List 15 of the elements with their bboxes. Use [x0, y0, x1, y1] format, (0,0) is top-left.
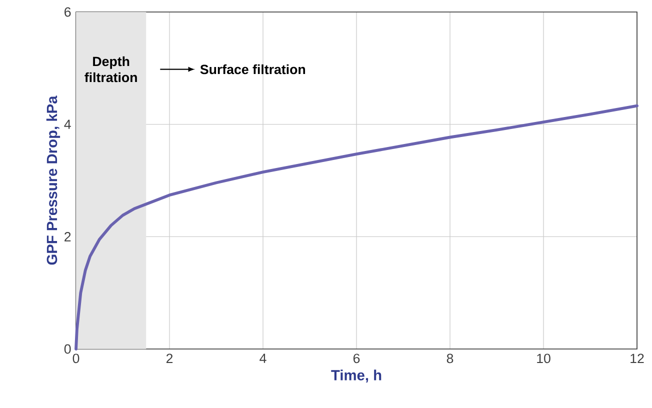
x-axis-title: Time, h: [331, 370, 382, 383]
y-tick-label: 0: [64, 344, 71, 354]
x-tick-label: 0: [72, 354, 80, 364]
annotation: Surface filtration: [200, 64, 306, 74]
band-label: Depth filtration: [84, 56, 137, 82]
x-tick-label: 4: [260, 354, 266, 363]
x-tick-label: 12: [630, 354, 644, 364]
y-axis-title: GPF Pressure Drop, kPa: [46, 96, 60, 265]
y-tick-label: 6: [64, 7, 71, 17]
x-tick-label: 2: [166, 354, 173, 364]
x-tick-label: 8: [446, 354, 454, 364]
x-tick-label: 10: [537, 354, 550, 364]
y-tick-label: 2: [64, 232, 71, 242]
y-tick-label: 4: [64, 120, 71, 129]
x-tick-label: 6: [353, 354, 360, 364]
